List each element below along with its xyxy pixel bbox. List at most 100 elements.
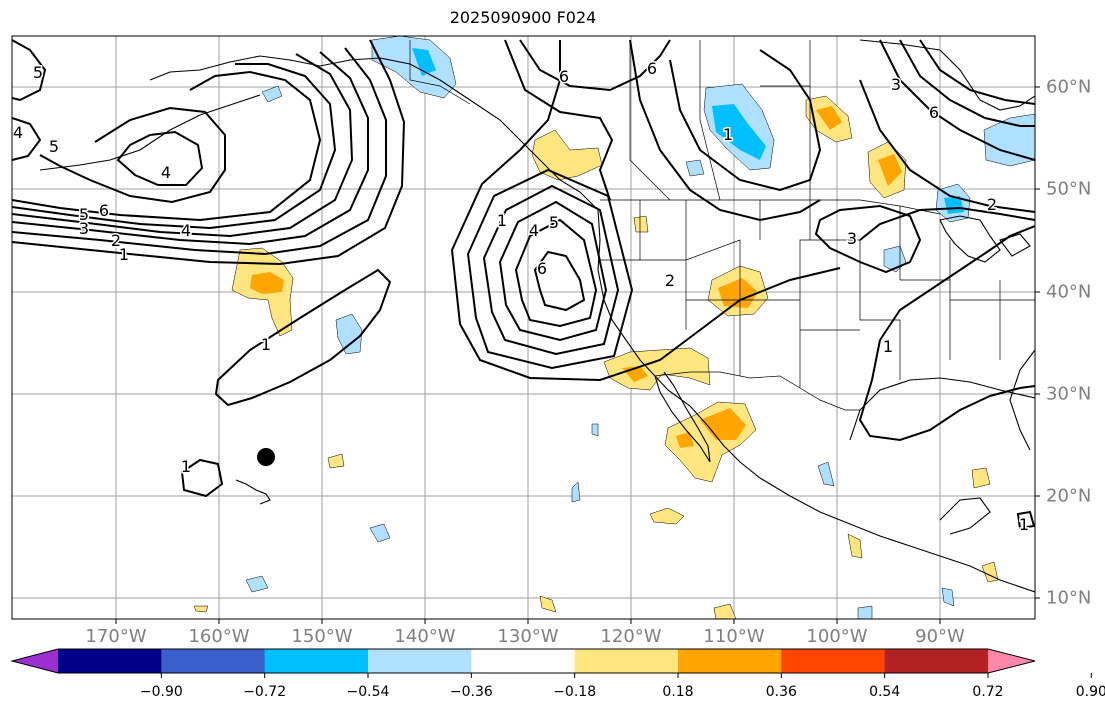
shade-yellow-small-4 [971,467,991,489]
contour-label: 3 [891,75,901,94]
contour-label: 6 [99,201,109,220]
longitude-label: 160°W [188,626,250,647]
shade-yellow-small-9 [633,215,649,233]
contour-label: 1 [1019,515,1029,534]
shade-blue-small-5 [817,461,835,487]
contour-east-1 [879,225,1035,341]
contour-ne-2 [859,79,1035,213]
us-mexico-border [654,371,860,411]
contour-ridge-4 [498,200,608,342]
contour-arc-1 [12,39,406,266]
contour-ridge-6 [533,250,586,312]
contour-label: 5 [33,63,43,82]
contour-label: 4 [181,221,191,240]
shade-blue-small-9 [261,85,283,103]
shade-blue-small-4 [571,481,581,503]
contour-low-5 [39,106,226,204]
storm-marker [257,448,275,466]
contour-label: 6 [647,59,657,78]
shade-blue-pacific [335,313,363,355]
shade-blue-alaska-dark [412,48,436,76]
shade-blue-small-2 [369,523,391,543]
contour-arc-4 [12,53,354,238]
shade-yellow-small-1 [327,453,345,469]
colorbar-tick-label: −0.90 [139,684,183,700]
longitude-label: 170°W [85,626,147,647]
latitude-label: 60°N [1046,76,1092,98]
shade-orange-colorado [718,278,758,308]
contour-ridge-3 [482,184,620,356]
contour-canada-2 [669,49,822,192]
shade-yellow-small-8 [193,605,209,613]
colorbar-extend-max [988,649,1035,673]
contours [12,39,1035,530]
colorbar-tick-label: −0.36 [449,684,493,700]
borders [409,40,1035,411]
contour-nw-small-5 [12,39,47,102]
shade-orange-mexico-2 [676,432,694,448]
contour-label: 1 [261,335,271,354]
shade-orange-mexico [700,408,746,440]
contour-label: 1 [883,337,893,356]
lat-ticks [1035,86,1040,599]
alaska-coast [149,55,599,211]
colorbar-segment [368,649,472,673]
colorbar-tick-label: 0.36 [765,684,797,700]
contour-label: 3 [79,219,89,238]
canada-provinces [629,40,811,201]
longitude-label: 110°W [703,626,765,647]
contour-label: 1 [723,125,733,144]
contour-label: 4 [13,123,23,142]
contour-label: 4 [529,221,539,240]
shade-blue-small-6 [941,587,955,607]
contour-east-2 [859,206,1035,241]
contour-label: 2 [987,195,997,214]
contour-label: 3 [847,229,857,248]
lake-2 [999,233,1031,257]
contour-arc-5 [12,63,337,230]
yucatan [939,497,991,535]
map-area [12,36,1035,619]
colorbar [10,648,1092,678]
shade-yellow-baja-north [603,347,711,391]
canada-north [859,39,941,51]
contour-pacific-1 [214,268,392,407]
contour-label: 1 [181,457,191,476]
latitude-label: 50°N [1046,178,1092,200]
lon-ticks [115,619,941,624]
latitude-label: 30°N [1046,383,1092,405]
shade-blue-small-8 [591,423,599,437]
longitude-label: 100°W [806,626,868,647]
colorbar-outline [10,648,1036,674]
hawaii [235,479,271,505]
contour-ridge-2 [466,168,634,370]
map-frame [11,35,1036,620]
longitude-label: 130°W [497,626,559,647]
colorbar-tick-label: −0.54 [346,684,390,700]
contour-label: 6 [559,67,569,86]
contour-ridge-5 [514,218,598,328]
contour-arc-3 [12,51,369,246]
contour-arc-2 [12,47,387,256]
shade-yellow-small-6 [539,595,557,613]
shade-orange-pacific [250,272,284,294]
chart-title: 2025090900 F024 [449,8,597,27]
colorbar-segment [781,649,886,673]
contour-label: 2 [665,271,675,290]
colorbar-tick-label: −0.72 [243,684,287,700]
contour-hawaii-1 [180,458,224,498]
contour-arc-6 [12,70,322,222]
colorbar-segment [678,649,782,673]
colorbar-tick-label: 0.90 [1075,684,1105,700]
shade-blue-small-3 [245,575,269,593]
east-coast [1009,349,1035,451]
gridlines [12,36,1035,619]
aleutians [39,94,261,171]
contour-label: 6 [537,259,547,278]
contour-lakes-3 [814,204,922,274]
contour-label: 1 [119,245,129,264]
latitude-label: 20°N [1046,485,1092,507]
great-lakes [939,215,1001,263]
colorbar-segment [574,649,679,673]
contour-canada-3 [629,39,821,222]
